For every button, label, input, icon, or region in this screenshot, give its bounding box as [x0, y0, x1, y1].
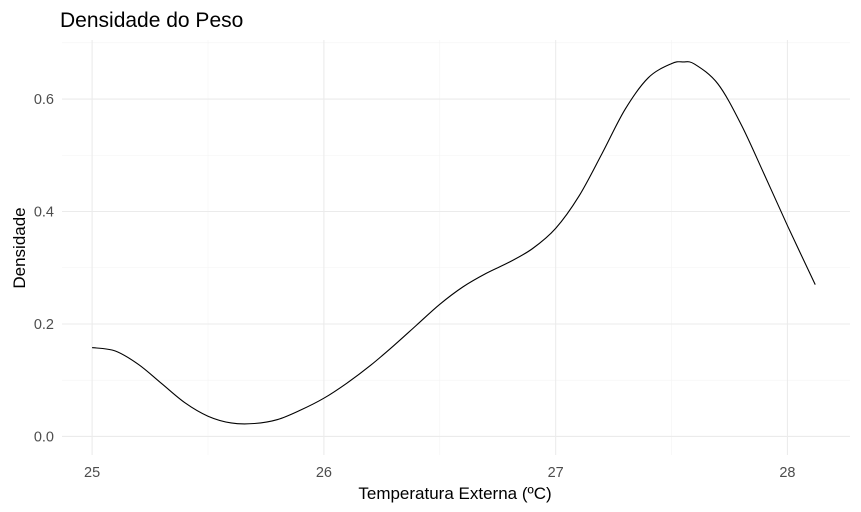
- x-tick-label: 25: [84, 465, 100, 481]
- y-tick-label: 0.4: [34, 205, 54, 221]
- y-tick-label: 0.2: [34, 317, 54, 333]
- x-tick-label: 28: [779, 465, 795, 481]
- x-tick-label: 27: [548, 465, 564, 481]
- y-tick-label: 0.6: [34, 92, 54, 108]
- plot-area: [92, 61, 816, 425]
- x-axis-ticks: 25 26 27 28: [84, 465, 795, 481]
- y-axis-ticks: 0.0 0.2 0.4 0.6: [34, 92, 54, 445]
- y-axis-title: Densidade: [10, 207, 29, 288]
- density-curve: [92, 61, 816, 425]
- chart-title: Densidade do Peso: [60, 9, 243, 32]
- x-tick-label: 26: [316, 465, 332, 481]
- x-axis-title: Temperatura Externa (ºC): [358, 484, 551, 503]
- grid: [62, 40, 850, 455]
- y-tick-label: 0.0: [34, 429, 54, 445]
